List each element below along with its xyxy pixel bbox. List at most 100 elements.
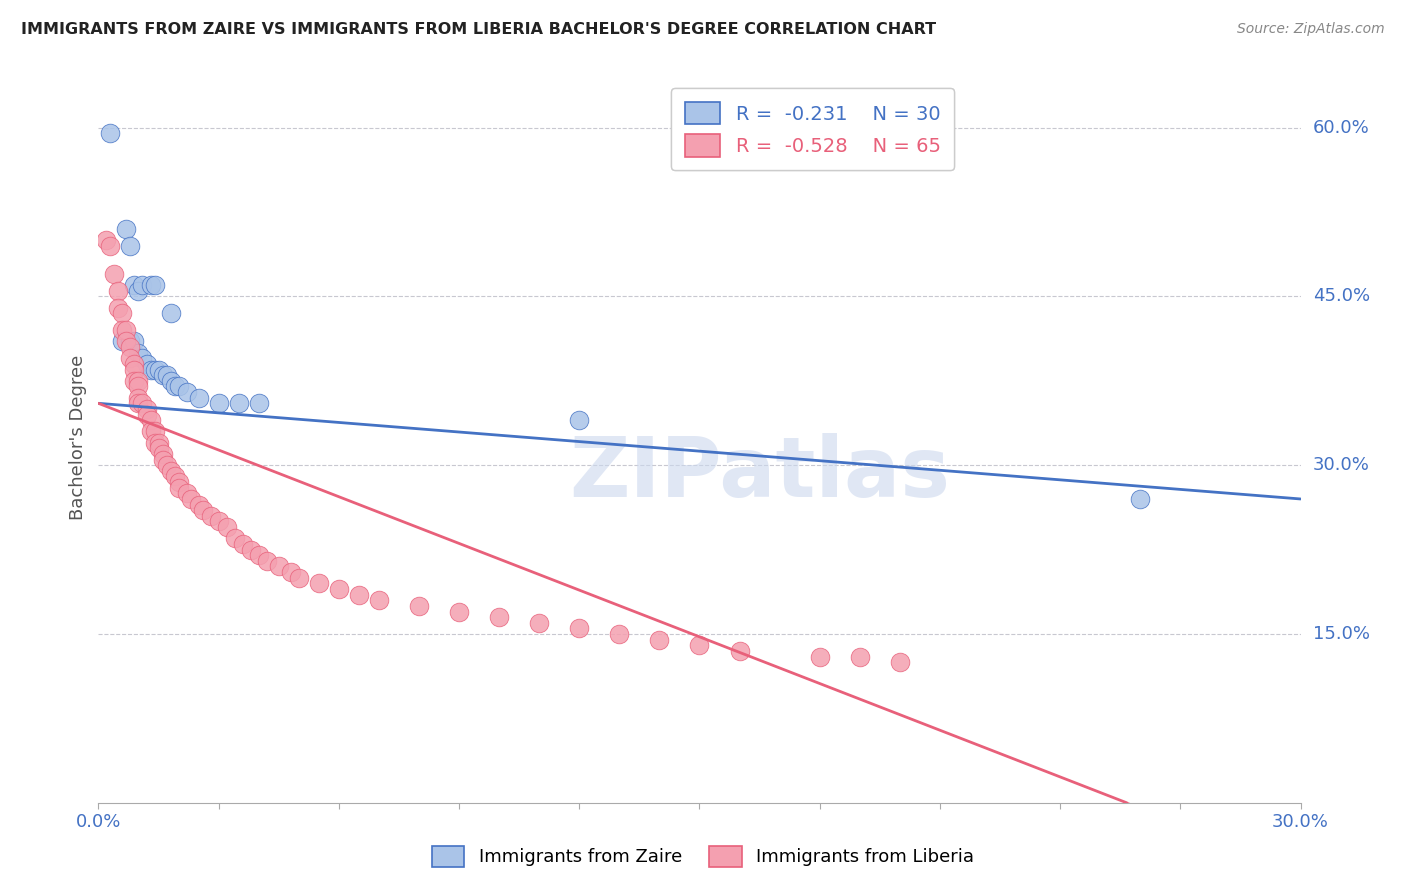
- Point: [215, 520, 238, 534]
- Point: [128, 396, 150, 410]
- Point: [688, 638, 710, 652]
- Point: [128, 345, 150, 359]
- Point: [111, 306, 134, 320]
- Point: [368, 593, 391, 607]
- Point: [148, 442, 170, 456]
- Point: [135, 357, 157, 371]
- Point: [155, 458, 177, 473]
- Point: [139, 413, 162, 427]
- Point: [256, 554, 278, 568]
- Point: [115, 323, 138, 337]
- Point: [115, 222, 138, 236]
- Point: [143, 362, 166, 376]
- Point: [124, 278, 146, 293]
- Point: [155, 368, 177, 383]
- Point: [120, 334, 142, 349]
- Point: [167, 475, 190, 489]
- Point: [128, 391, 150, 405]
- Point: [247, 548, 270, 562]
- Text: ZIPatlas: ZIPatlas: [569, 434, 950, 514]
- Point: [167, 481, 190, 495]
- Point: [568, 621, 591, 635]
- Point: [148, 362, 170, 376]
- Point: [208, 396, 231, 410]
- Point: [128, 374, 150, 388]
- Point: [228, 396, 250, 410]
- Point: [232, 537, 254, 551]
- Point: [120, 351, 142, 366]
- Point: [447, 605, 470, 619]
- Point: [609, 627, 631, 641]
- Point: [529, 615, 551, 630]
- Legend: R =  -0.231    N = 30, R =  -0.528    N = 65: R = -0.231 N = 30, R = -0.528 N = 65: [672, 88, 955, 170]
- Point: [152, 452, 174, 467]
- Point: [187, 498, 209, 512]
- Point: [107, 284, 129, 298]
- Point: [100, 126, 122, 140]
- Point: [124, 334, 146, 349]
- Point: [308, 576, 330, 591]
- Point: [187, 391, 209, 405]
- Point: [200, 508, 222, 523]
- Point: [849, 649, 872, 664]
- Point: [328, 582, 350, 596]
- Point: [135, 401, 157, 416]
- Point: [408, 599, 430, 613]
- Point: [124, 362, 146, 376]
- Point: [208, 515, 231, 529]
- Point: [224, 532, 246, 546]
- Point: [889, 655, 911, 669]
- Point: [124, 357, 146, 371]
- Point: [163, 379, 186, 393]
- Point: [159, 306, 181, 320]
- Point: [124, 374, 146, 388]
- Point: [152, 447, 174, 461]
- Point: [288, 571, 311, 585]
- Text: IMMIGRANTS FROM ZAIRE VS IMMIGRANTS FROM LIBERIA BACHELOR'S DEGREE CORRELATION C: IMMIGRANTS FROM ZAIRE VS IMMIGRANTS FROM…: [21, 22, 936, 37]
- Legend: Immigrants from Zaire, Immigrants from Liberia: Immigrants from Zaire, Immigrants from L…: [425, 838, 981, 874]
- Point: [107, 301, 129, 315]
- Point: [148, 435, 170, 450]
- Point: [267, 559, 290, 574]
- Point: [143, 435, 166, 450]
- Point: [191, 503, 214, 517]
- Point: [131, 351, 153, 366]
- Point: [128, 379, 150, 393]
- Point: [139, 278, 162, 293]
- Point: [139, 362, 162, 376]
- Point: [131, 396, 153, 410]
- Y-axis label: Bachelor's Degree: Bachelor's Degree: [69, 354, 87, 520]
- Point: [139, 425, 162, 439]
- Point: [180, 491, 202, 506]
- Point: [176, 385, 198, 400]
- Point: [120, 340, 142, 354]
- Point: [176, 486, 198, 500]
- Point: [128, 284, 150, 298]
- Point: [728, 644, 751, 658]
- Point: [280, 565, 302, 579]
- Point: [163, 469, 186, 483]
- Point: [111, 334, 134, 349]
- Point: [247, 396, 270, 410]
- Point: [111, 323, 134, 337]
- Point: [1129, 491, 1152, 506]
- Point: [159, 374, 181, 388]
- Point: [159, 464, 181, 478]
- Point: [103, 267, 125, 281]
- Point: [131, 278, 153, 293]
- Point: [488, 610, 510, 624]
- Text: 30.0%: 30.0%: [1313, 456, 1369, 475]
- Text: Source: ZipAtlas.com: Source: ZipAtlas.com: [1237, 22, 1385, 37]
- Point: [96, 233, 118, 247]
- Text: 60.0%: 60.0%: [1313, 119, 1369, 136]
- Point: [120, 239, 142, 253]
- Point: [648, 632, 671, 647]
- Point: [239, 542, 262, 557]
- Point: [167, 379, 190, 393]
- Point: [135, 408, 157, 422]
- Point: [115, 334, 138, 349]
- Point: [100, 239, 122, 253]
- Point: [808, 649, 831, 664]
- Point: [143, 278, 166, 293]
- Point: [568, 413, 591, 427]
